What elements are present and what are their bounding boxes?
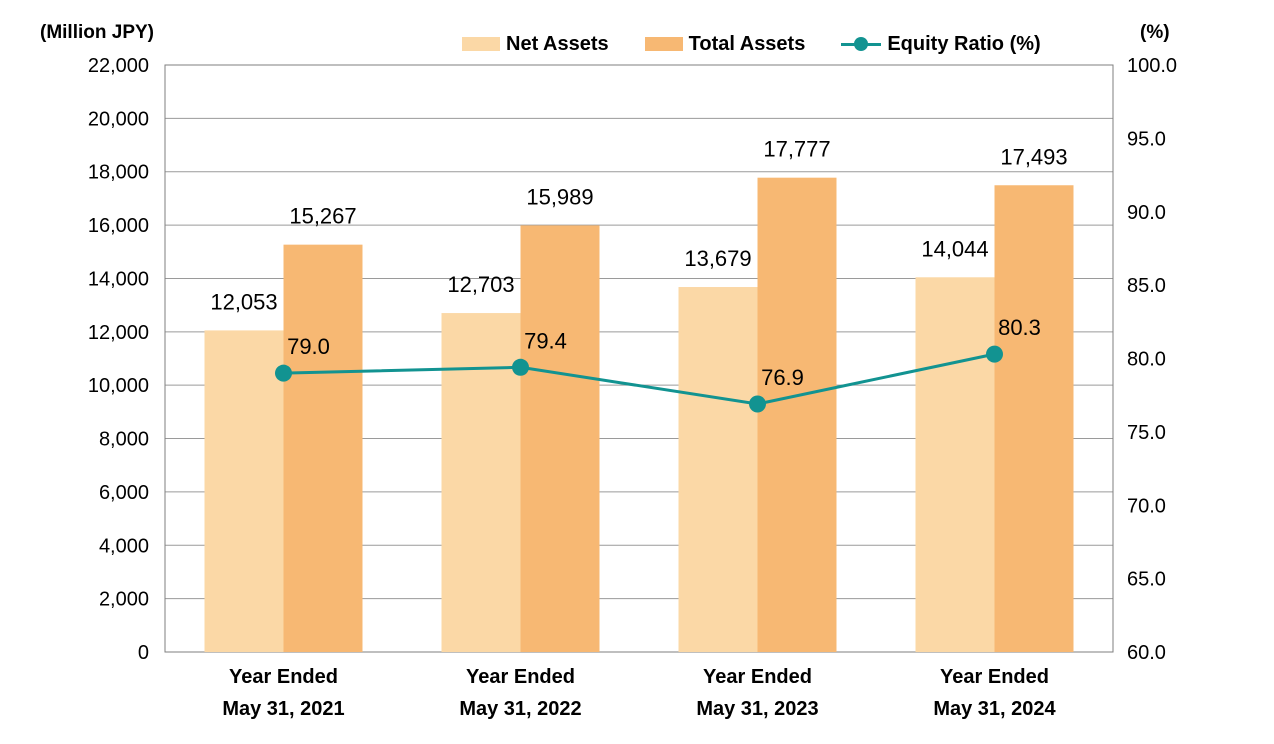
category-label: May 31, 2021	[222, 698, 344, 720]
bar-net-assets	[441, 313, 521, 652]
left-tick-label: 10,000	[88, 375, 149, 397]
equity-ratio-value-label: 79.4	[524, 328, 567, 353]
right-tick-label: 90.0	[1127, 202, 1166, 224]
category-label: Year Ended	[466, 666, 575, 688]
bar-total-assets	[283, 244, 363, 652]
category-label: Year Ended	[229, 666, 338, 688]
category-label: May 31, 2023	[696, 698, 818, 720]
legend-label-net-assets: Net Assets	[506, 32, 609, 55]
left-tick-label: 18,000	[88, 162, 149, 184]
category-label: May 31, 2024	[933, 698, 1056, 720]
right-tick-label: 60.0	[1127, 642, 1166, 664]
right-tick-label: 75.0	[1127, 422, 1166, 444]
bar-value-label: 15,267	[289, 204, 356, 229]
bar-value-label: 14,044	[921, 236, 988, 261]
left-tick-label: 6,000	[99, 482, 149, 504]
category-label: Year Ended	[703, 666, 812, 688]
bar-value-label: 15,989	[526, 184, 593, 209]
equity-ratio-value-label: 80.3	[998, 315, 1041, 340]
equity-ratio-value-label: 76.9	[761, 365, 804, 390]
chart-legend: Net Assets Total Assets Equity Ratio (%)	[462, 30, 1077, 58]
equity-ratio-swatch	[841, 37, 882, 51]
left-tick-label: 2,000	[99, 589, 149, 611]
left-tick-label: 16,000	[88, 215, 149, 237]
bar-total-assets	[520, 225, 600, 653]
bar-net-assets	[678, 287, 758, 652]
equity-ratio-value-label: 79.0	[287, 334, 330, 359]
legend-label-total-assets: Total Assets	[688, 32, 806, 55]
left-tick-label: 0	[138, 642, 149, 664]
left-tick-label: 12,000	[88, 322, 149, 344]
left-tick-label: 20,000	[88, 108, 149, 130]
equity-ratio-line	[283, 352, 995, 406]
bar-value-label: 13,679	[684, 246, 751, 271]
equity-ratio-point	[986, 345, 1003, 363]
right-tick-label: 80.0	[1127, 349, 1166, 371]
right-tick-label: 70.0	[1127, 495, 1166, 517]
total-assets-swatch	[644, 37, 683, 51]
net-assets-swatch	[462, 37, 500, 51]
plot-frame	[164, 64, 1114, 653]
bar-net-assets	[915, 277, 995, 652]
right-tick-label: 100.0	[1127, 55, 1177, 77]
legend-item-total-assets: Total Assets	[644, 32, 806, 56]
equity-ratio-point	[275, 364, 292, 382]
equity-ratio-point	[749, 395, 766, 413]
bar-value-label: 12,053	[210, 289, 277, 314]
left-tick-label: 4,000	[99, 535, 149, 557]
category-label: Year Ended	[940, 666, 1049, 688]
legend-label-equity-ratio: Equity Ratio (%)	[887, 32, 1041, 55]
left-tick-label: 14,000	[88, 268, 149, 290]
legend-item-equity-ratio: Equity Ratio (%)	[841, 32, 1041, 56]
right-tick-label: 65.0	[1127, 569, 1166, 591]
legend-item-net-assets: Net Assets	[462, 33, 609, 56]
right-tick-label: 85.0	[1127, 275, 1166, 297]
left-tick-label: 8,000	[99, 429, 149, 451]
right-axis-unit: (%)	[1140, 22, 1170, 43]
category-label: May 31, 2022	[459, 698, 581, 720]
bar-net-assets	[204, 330, 284, 652]
left-axis-unit: (Million JPY)	[40, 22, 154, 43]
bar-value-label: 12,703	[447, 272, 514, 297]
equity-ratio-point	[512, 358, 529, 376]
bar-total-assets	[757, 177, 837, 653]
bar-value-label: 17,493	[1000, 144, 1067, 169]
bar-total-assets	[994, 185, 1074, 653]
left-tick-label: 22,000	[88, 55, 149, 77]
bar-value-label: 17,777	[763, 137, 830, 162]
right-tick-label: 95.0	[1127, 128, 1166, 150]
